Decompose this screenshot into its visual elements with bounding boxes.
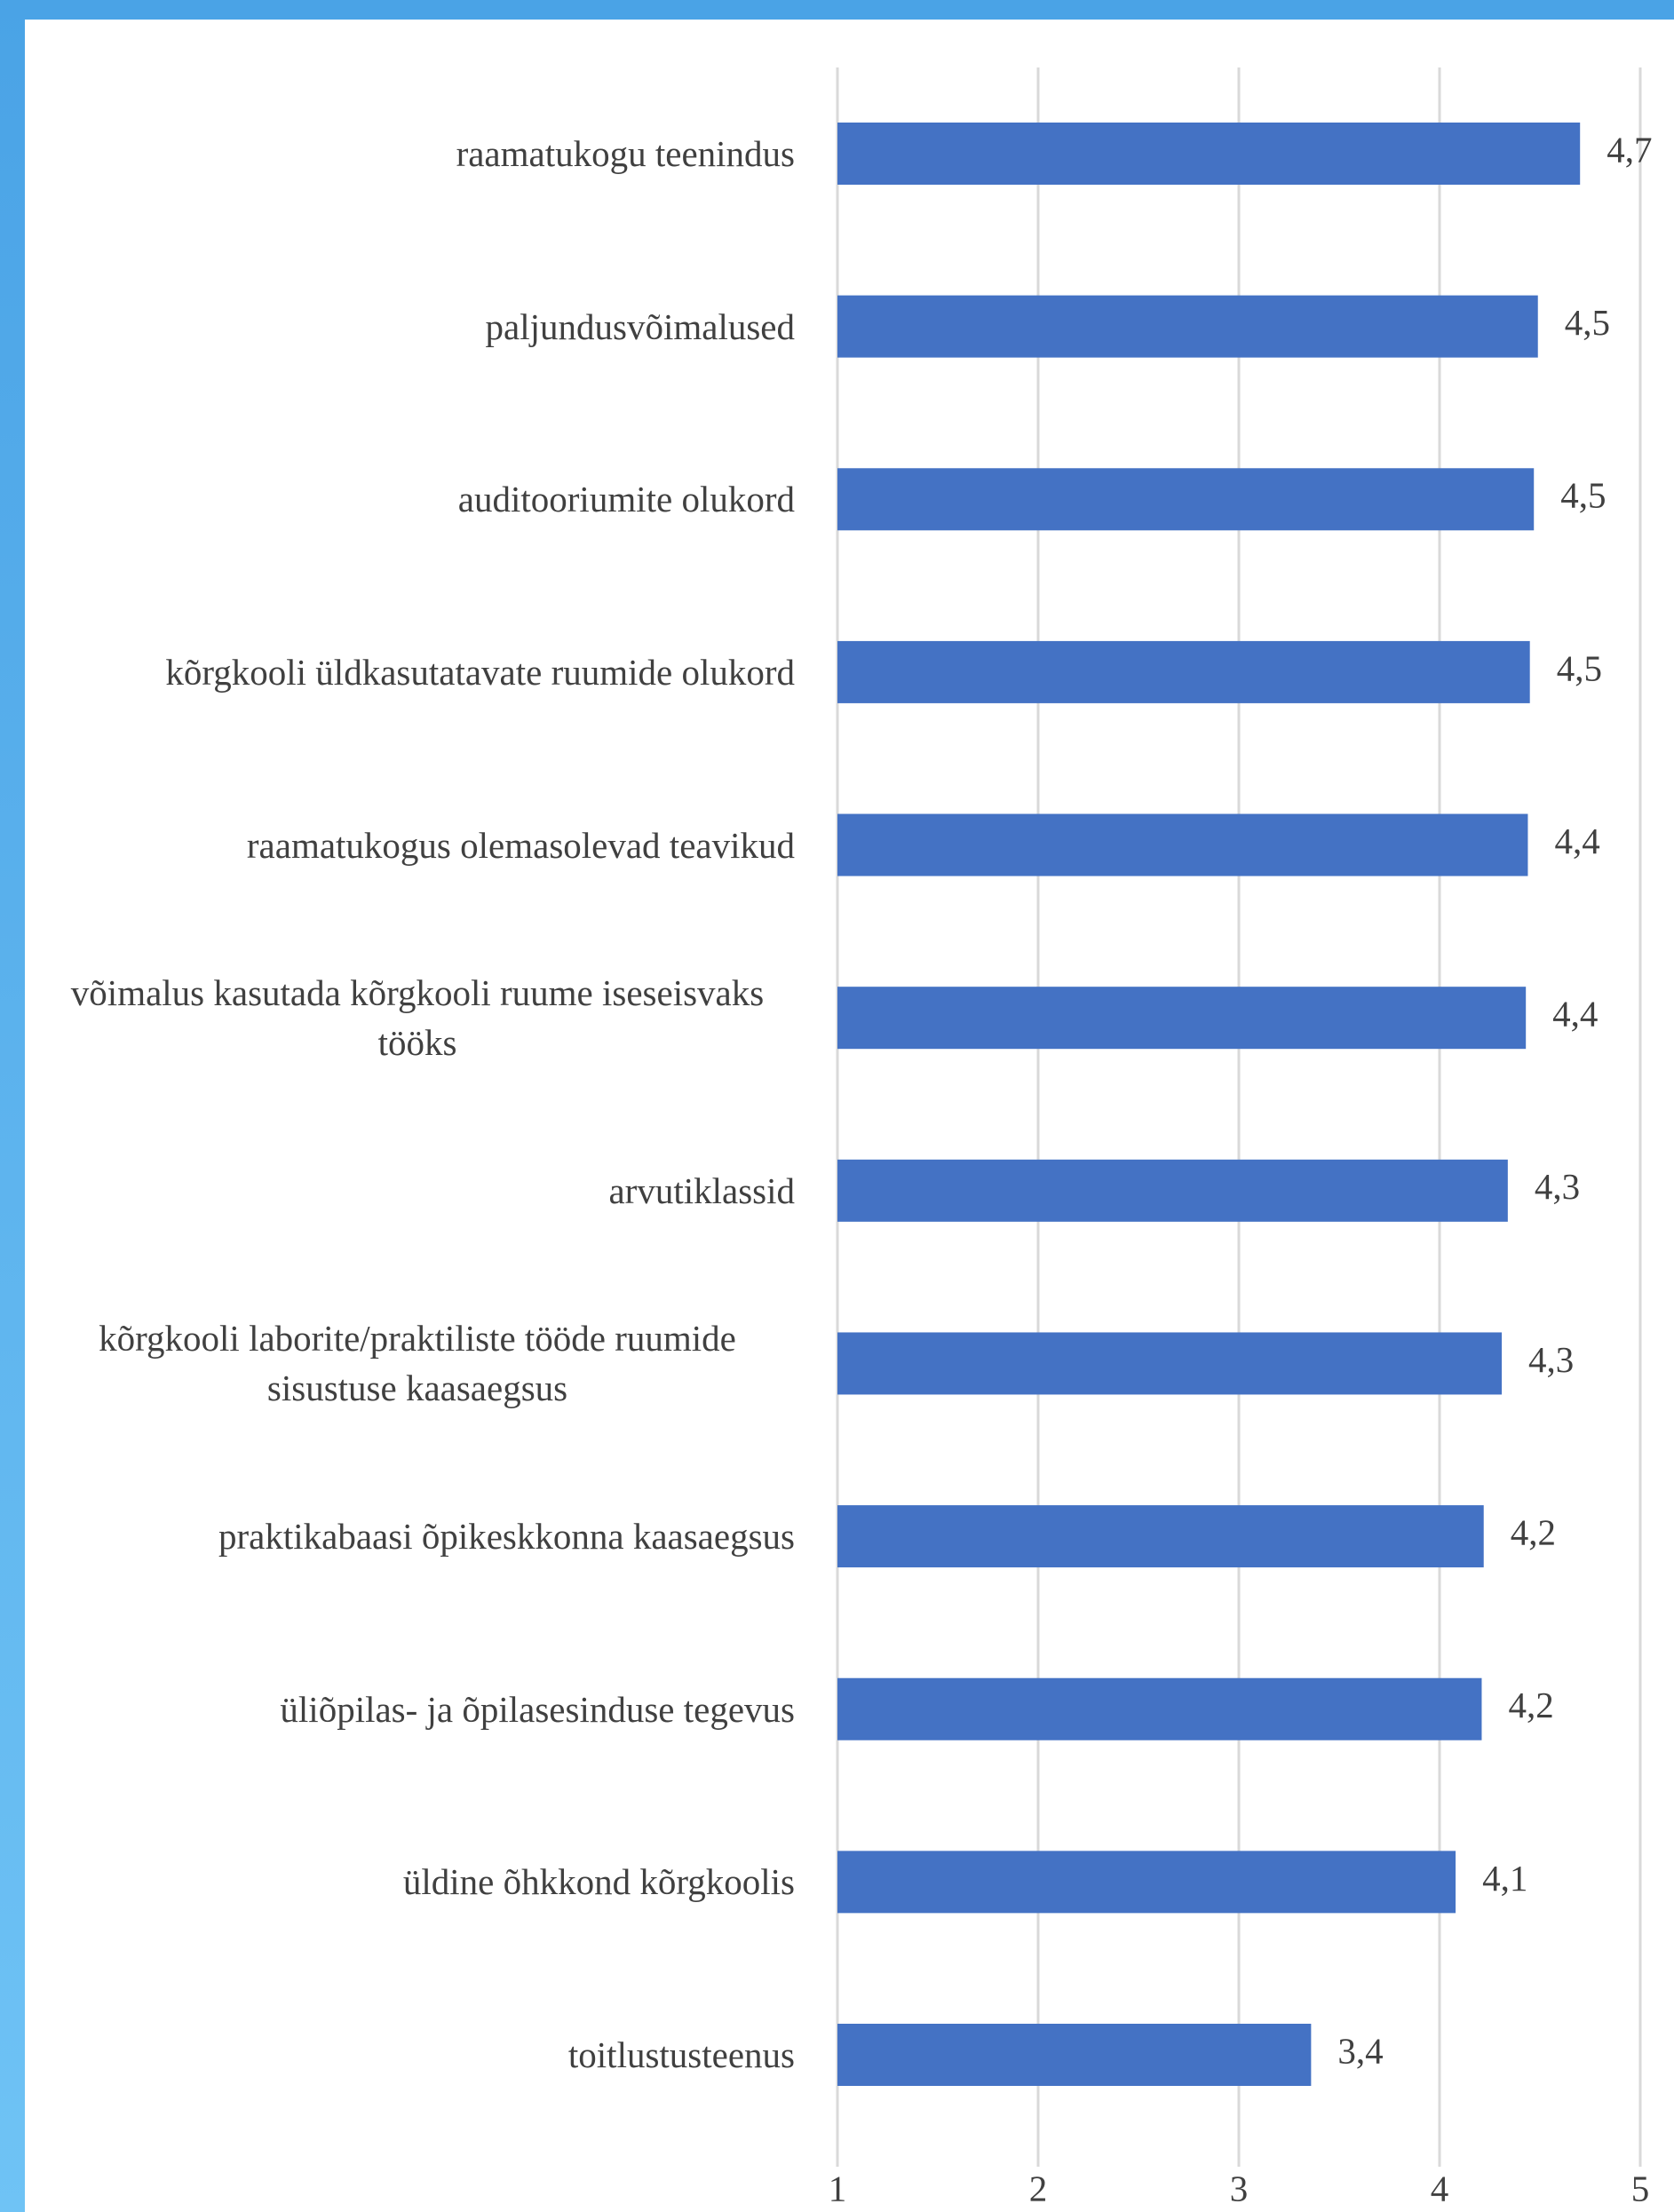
bar [837,813,1528,876]
category-label: kõrgkooli üldkasutatavate ruumide olukor… [165,610,795,734]
category-text: arvutiklassid [608,1169,795,1211]
data-label: 4,7 [1607,129,1652,170]
data-label: 3,4 [1337,2030,1383,2071]
category-text: võimalus kasutada kõrgkooli ruume isesei… [70,972,765,1064]
data-label: 4,5 [1557,647,1602,688]
category-label: võimalus kasutada kõrgkooli ruume isesei… [40,955,795,1080]
category-label: raamatukogus olemasolevad teavikud [247,783,795,908]
data-label: 4,4 [1554,821,1599,861]
category-label: praktikabaasi õpikeskkonna kaasaegsus [218,1474,795,1598]
category-text: paljundusvõimalused [485,305,795,347]
category-text: üliõpilas- ja õpilasesinduse tegevus [280,1688,795,1730]
bar [837,295,1538,358]
category-text: kõrgkooli üldkasutatavate ruumide olukor… [165,651,795,693]
category-label: toitlustusteenus [568,1993,795,2117]
bar [837,1677,1482,1740]
category-label: üldine õhkkond kõrgkoolis [403,1820,795,1944]
category-label: üliõpilas- ja õpilasesinduse tegevus [280,1647,795,1772]
data-label: 4,5 [1560,475,1606,516]
category-label: kõrgkooli laborite/praktiliste tööde ruu… [40,1301,795,1425]
x-tick-label: 1 [829,2168,847,2208]
data-label: 4,3 [1528,1339,1574,1380]
category-text: praktikabaasi õpikeskkonna kaasaegsus [218,1516,795,1558]
chart-panel: 1 2 3 4 5 4,7 4,5 4,5 4,5 4,4 4,4 4,3 4,3 4,2 4,2 4,1 3,… [25,20,1674,2212]
data-label: 4,2 [1508,1685,1553,1725]
data-label: 4,2 [1511,1511,1556,1552]
data-label: 4,3 [1535,1166,1580,1207]
bar [837,1851,1456,1914]
category-label: arvutiklassid [608,1129,795,1253]
x-tick-label: 3 [1230,2168,1249,2208]
bar [837,1332,1503,1395]
category-text: toitlustusteenus [567,2034,795,2075]
x-tick-label: 5 [1631,2168,1650,2208]
data-label: 4,1 [1482,1858,1527,1899]
x-tick-label: 2 [1029,2168,1048,2208]
category-text: auditooriumite olukord [457,479,795,520]
category-label: auditooriumite olukord [458,437,795,561]
category-text: raamatukogu teenindus [456,133,795,174]
category-text: kõrgkooli laborite/praktiliste tööde ruu… [99,1318,736,1409]
bar [837,123,1581,185]
data-label: 4,5 [1565,302,1610,343]
bar [837,468,1535,531]
bar [837,640,1530,703]
chart: 1 2 3 4 5 4,7 4,5 4,5 4,5 4,4 4,4 4,3 4,3 4,2 4,2 4,1 3,… [829,67,1652,2208]
bar [837,987,1527,1050]
category-text: raamatukogus olemasolevad teavikud [246,824,795,866]
bar [837,1505,1484,1568]
data-label: 4,4 [1552,994,1598,1035]
bar [837,1159,1508,1222]
category-label: raamatukogu teenindus [456,91,795,216]
category-text: üldine õhkkond kõrgkoolis [402,1861,795,1903]
category-label: paljundusvõimalused [486,265,795,389]
x-tick-label: 4 [1431,2168,1449,2208]
bar [837,2024,1312,2086]
